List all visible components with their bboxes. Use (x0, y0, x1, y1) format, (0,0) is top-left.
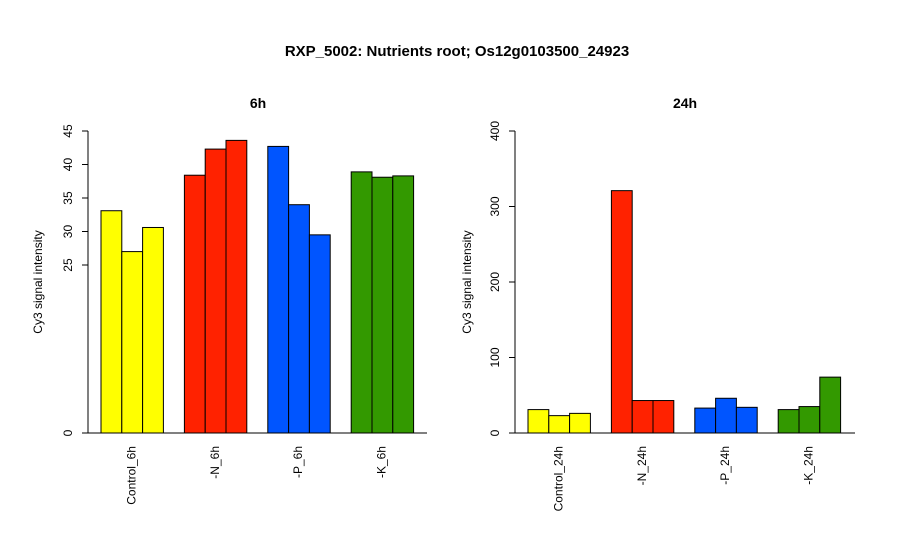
bar (267, 145, 290, 434)
bar (100, 210, 123, 434)
y-tick-label: 0 (61, 429, 75, 436)
bar (777, 409, 800, 434)
x-tick-label: Control_24h (551, 446, 565, 511)
x-tick-label: -N_6h (208, 446, 222, 479)
x-tick-label: -K_24h (802, 446, 816, 485)
bar (392, 175, 415, 434)
y-tick-label: 45 (61, 124, 75, 138)
figure-title: RXP_5002: Nutrients root; Os12g0103500_2… (285, 43, 629, 60)
bar (308, 234, 331, 434)
panel-title: 24h (673, 95, 697, 111)
x-tick-label: -N_24h (635, 446, 649, 485)
x-tick-label: -K_6h (375, 446, 389, 478)
chart-panel-6h: 6h Cy3 signal intensity 0 25 30 35 40 45 Control… (31, 95, 427, 505)
y-tick-label: 25 (61, 258, 75, 272)
y-tick-label: 35 (61, 191, 75, 205)
y-axis-label: Cy3 signal intensity (460, 230, 474, 333)
bar (121, 251, 144, 434)
bar (288, 204, 310, 434)
bar (527, 409, 550, 434)
y-tick-label: 400 (488, 121, 502, 141)
bar (183, 174, 206, 434)
y-axis-label: Cy3 signal intensity (31, 230, 45, 333)
x-tick-label: -P_6h (291, 446, 305, 478)
bar (735, 406, 758, 434)
bar (569, 412, 591, 434)
y-tick-label: 30 (61, 225, 75, 239)
y-tick-label: 100 (488, 347, 502, 367)
x-tick-label: -P_24h (718, 446, 732, 485)
y-tick-label: 40 (61, 158, 75, 172)
bar (798, 406, 821, 434)
bar (610, 190, 633, 434)
y-tick-label: 300 (488, 196, 502, 216)
x-tick-label: Control_6h (124, 446, 138, 505)
panel-title: 6h (250, 95, 266, 111)
y-tick-label: 0 (488, 429, 502, 436)
chart-panel-24h: 24h Cy3 signal intensity 0 100 200 300 400 Cont… (460, 95, 855, 511)
bar (371, 176, 394, 434)
bar (652, 400, 675, 434)
bar (548, 415, 571, 434)
y-tick-label: 200 (488, 272, 502, 292)
bar (715, 397, 737, 434)
bar (225, 139, 248, 434)
bar (819, 376, 842, 434)
bar (204, 148, 227, 434)
bar (631, 400, 654, 434)
bar (350, 171, 373, 434)
bar (694, 407, 717, 434)
bar (142, 226, 164, 434)
